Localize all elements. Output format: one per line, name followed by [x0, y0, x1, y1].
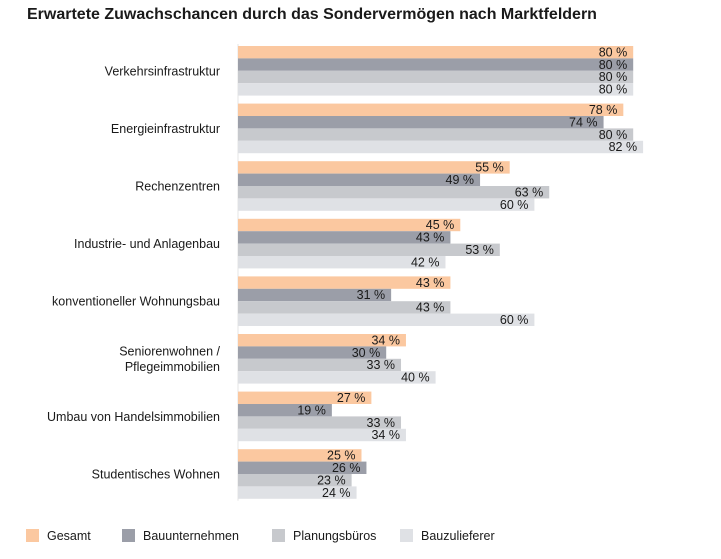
legend-swatch-4	[400, 529, 413, 542]
legend-label-4: Bauzulieferer	[421, 529, 495, 543]
data-label-2-2: 74 %	[569, 115, 598, 129]
data-label-1-8: 25 %	[327, 449, 356, 463]
bar-3-4	[238, 243, 500, 256]
data-label-4-4: 42 %	[411, 255, 440, 269]
data-label-4-1: 80 %	[599, 83, 628, 97]
data-label-1-4: 45 %	[426, 218, 455, 232]
bar-1-2	[238, 103, 624, 116]
legend-label-2: Bauunternehmen	[143, 529, 239, 543]
bar-2-2	[238, 116, 604, 129]
category-label-6-line-2: Pflegeimmobilien	[125, 360, 220, 374]
chart-title: Erwartete Zuwachschancen durch das Sonde…	[27, 6, 597, 23]
bar-1-6	[238, 334, 406, 347]
bar-1-8	[238, 449, 362, 462]
data-label-4-5: 60 %	[500, 313, 529, 327]
data-label-3-6: 33 %	[367, 358, 396, 372]
bar-3-3	[238, 186, 550, 199]
category-label-4: Industrie- und Anlagenbau	[74, 237, 220, 251]
legend-swatch-3	[272, 529, 285, 542]
data-label-2-7: 19 %	[297, 403, 326, 417]
data-label-2-8: 26 %	[332, 461, 361, 475]
data-label-1-6: 34 %	[371, 333, 400, 347]
data-label-1-2: 78 %	[589, 103, 618, 117]
bar-1-1	[238, 46, 634, 59]
data-label-3-8: 23 %	[317, 473, 346, 487]
data-label-3-5: 43 %	[416, 301, 445, 315]
legend-swatch-1	[26, 529, 39, 542]
category-label-5: konventioneller Wohnungsbau	[52, 295, 220, 309]
data-label-2-6: 30 %	[352, 346, 381, 360]
data-label-4-8: 24 %	[322, 486, 351, 500]
bar-4-4	[238, 256, 446, 269]
bar-2-7	[238, 404, 332, 417]
bar-3-1	[238, 70, 634, 84]
data-label-2-5: 31 %	[357, 288, 386, 302]
data-label-4-3: 60 %	[500, 198, 529, 212]
bar-2-8	[238, 461, 367, 474]
bar-3-7	[238, 416, 402, 429]
bar-4-3	[238, 198, 535, 211]
data-label-4-6: 40 %	[401, 371, 430, 385]
data-label-3-2: 80 %	[599, 128, 628, 142]
bar-3-8	[238, 474, 352, 487]
category-label-2: Energieinfrastruktur	[111, 122, 220, 136]
data-label-3-4: 53 %	[465, 243, 494, 257]
data-label-4-7: 34 %	[371, 428, 400, 442]
bar-2-1	[238, 58, 634, 71]
bar-4-5	[238, 313, 535, 326]
data-label-3-7: 33 %	[367, 416, 396, 430]
bar-1-3	[238, 161, 510, 174]
bar-4-8	[238, 486, 357, 499]
bar-1-7	[238, 391, 372, 404]
data-label-2-3: 49 %	[446, 173, 475, 187]
category-label-8: Studentisches Wohnen	[92, 468, 220, 482]
data-label-1-7: 27 %	[337, 391, 366, 405]
data-label-1-5: 43 %	[416, 276, 445, 290]
category-label-3: Rechenzentren	[135, 180, 220, 194]
bar-2-6	[238, 346, 387, 359]
bar-1-4	[238, 218, 461, 232]
data-label-2-1: 80 %	[599, 58, 628, 72]
bar-3-2	[238, 128, 634, 141]
category-label-6-line-1: Seniorenwohnen /	[119, 345, 220, 359]
data-label-1-3: 55 %	[475, 161, 504, 175]
bar-4-2	[238, 140, 644, 154]
legend: Gesamt Bauunternehmen Planungsbüros Bauzuli…	[26, 529, 495, 543]
data-label-4-2: 82 %	[609, 140, 638, 154]
bar-2-5	[238, 288, 392, 302]
data-label-3-3: 63 %	[515, 185, 544, 199]
bar-2-3	[238, 173, 481, 186]
category-label-1: Verkehrsinfrastruktur	[105, 64, 220, 78]
bar-1-5	[238, 276, 451, 289]
plot-area: 80 %80 %80 %80 %Verkehrsinfrastruktur78 …	[47, 44, 644, 501]
bar-4-6	[238, 371, 436, 384]
legend-label-3: Planungsbüros	[293, 529, 376, 543]
bar-3-5	[238, 301, 451, 314]
bar-2-4	[238, 231, 451, 244]
bar-4-1	[238, 83, 634, 96]
data-label-2-4: 43 %	[416, 231, 445, 245]
bar-4-7	[238, 428, 406, 442]
data-label-1-1: 80 %	[599, 45, 628, 59]
category-label-7: Umbau von Handelsimmobilien	[47, 410, 220, 424]
legend-swatch-2	[122, 529, 135, 542]
data-label-3-1: 80 %	[599, 70, 628, 84]
legend-label-1: Gesamt	[47, 529, 91, 543]
bar-3-6	[238, 358, 402, 372]
